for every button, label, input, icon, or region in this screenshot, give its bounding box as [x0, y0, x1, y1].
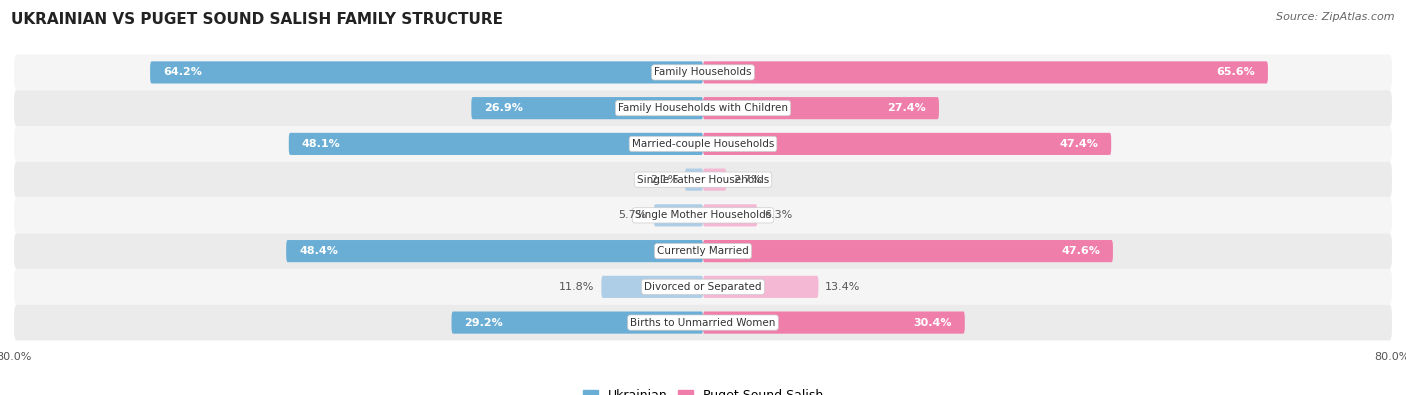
Text: 6.3%: 6.3% — [763, 211, 793, 220]
FancyBboxPatch shape — [14, 305, 1392, 340]
Text: 47.6%: 47.6% — [1062, 246, 1099, 256]
FancyBboxPatch shape — [287, 240, 703, 262]
Text: 26.9%: 26.9% — [484, 103, 523, 113]
Text: 27.4%: 27.4% — [887, 103, 927, 113]
FancyBboxPatch shape — [451, 312, 703, 334]
FancyBboxPatch shape — [14, 90, 1392, 126]
Text: 48.4%: 48.4% — [299, 246, 337, 256]
Text: 48.1%: 48.1% — [302, 139, 340, 149]
Text: 2.7%: 2.7% — [733, 175, 762, 184]
FancyBboxPatch shape — [288, 133, 703, 155]
Text: Currently Married: Currently Married — [657, 246, 749, 256]
Text: Births to Unmarried Women: Births to Unmarried Women — [630, 318, 776, 327]
Text: 47.4%: 47.4% — [1059, 139, 1098, 149]
Text: Family Households with Children: Family Households with Children — [619, 103, 787, 113]
FancyBboxPatch shape — [14, 233, 1392, 269]
FancyBboxPatch shape — [14, 269, 1392, 305]
Text: 64.2%: 64.2% — [163, 68, 202, 77]
Text: 5.7%: 5.7% — [619, 211, 647, 220]
Text: 29.2%: 29.2% — [464, 318, 503, 327]
Text: 11.8%: 11.8% — [560, 282, 595, 292]
FancyBboxPatch shape — [150, 61, 703, 83]
Text: Divorced or Separated: Divorced or Separated — [644, 282, 762, 292]
Text: Single Father Households: Single Father Households — [637, 175, 769, 184]
FancyBboxPatch shape — [602, 276, 703, 298]
Text: Single Mother Households: Single Mother Households — [636, 211, 770, 220]
FancyBboxPatch shape — [14, 162, 1392, 198]
Text: 65.6%: 65.6% — [1216, 68, 1256, 77]
FancyBboxPatch shape — [703, 312, 965, 334]
FancyBboxPatch shape — [703, 169, 727, 191]
FancyBboxPatch shape — [703, 61, 1268, 83]
FancyBboxPatch shape — [14, 55, 1392, 90]
FancyBboxPatch shape — [14, 126, 1392, 162]
FancyBboxPatch shape — [14, 198, 1392, 233]
Legend: Ukrainian, Puget Sound Salish: Ukrainian, Puget Sound Salish — [578, 384, 828, 395]
FancyBboxPatch shape — [703, 240, 1114, 262]
FancyBboxPatch shape — [703, 204, 758, 226]
FancyBboxPatch shape — [703, 97, 939, 119]
FancyBboxPatch shape — [654, 204, 703, 226]
Text: Source: ZipAtlas.com: Source: ZipAtlas.com — [1277, 12, 1395, 22]
FancyBboxPatch shape — [471, 97, 703, 119]
Text: 2.1%: 2.1% — [650, 175, 678, 184]
FancyBboxPatch shape — [703, 276, 818, 298]
Text: Married-couple Households: Married-couple Households — [631, 139, 775, 149]
Text: 13.4%: 13.4% — [825, 282, 860, 292]
Text: Family Households: Family Households — [654, 68, 752, 77]
FancyBboxPatch shape — [703, 133, 1111, 155]
Text: 30.4%: 30.4% — [914, 318, 952, 327]
FancyBboxPatch shape — [685, 169, 703, 191]
Text: UKRAINIAN VS PUGET SOUND SALISH FAMILY STRUCTURE: UKRAINIAN VS PUGET SOUND SALISH FAMILY S… — [11, 12, 503, 27]
